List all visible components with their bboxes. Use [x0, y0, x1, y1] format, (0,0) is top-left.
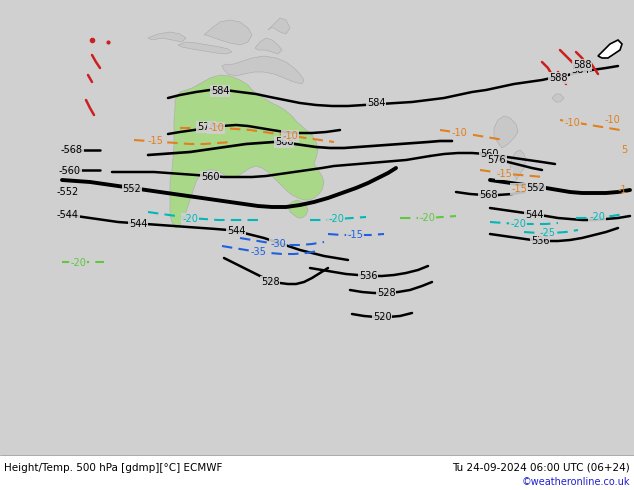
Text: 576: 576 [488, 155, 507, 165]
Text: -15: -15 [347, 230, 363, 240]
Text: -15: -15 [511, 184, 527, 194]
Text: -20: -20 [182, 214, 198, 224]
Text: Height/Temp. 500 hPa [gdmp][°C] ECMWF: Height/Temp. 500 hPa [gdmp][°C] ECMWF [4, 463, 223, 473]
Text: -30: -30 [270, 239, 286, 249]
Polygon shape [510, 150, 526, 180]
Text: -552: -552 [57, 187, 79, 197]
Text: 520: 520 [373, 312, 391, 322]
Polygon shape [222, 56, 304, 84]
Text: 552: 552 [527, 183, 545, 193]
Text: 578: 578 [197, 122, 216, 132]
Polygon shape [204, 20, 252, 45]
Text: 588: 588 [549, 73, 567, 83]
Text: ©weatheronline.co.uk: ©weatheronline.co.uk [522, 477, 630, 487]
Text: -10: -10 [208, 123, 224, 133]
Text: 544: 544 [525, 210, 543, 220]
Bar [0, 455, 634, 490]
Text: 5: 5 [621, 145, 627, 155]
Text: -10: -10 [604, 115, 620, 125]
Text: 568: 568 [479, 190, 497, 200]
Polygon shape [178, 42, 232, 54]
Text: -35: -35 [250, 247, 266, 257]
Polygon shape [170, 75, 324, 228]
Text: Tu 24-09-2024 06:00 UTC (06+24): Tu 24-09-2024 06:00 UTC (06+24) [452, 463, 630, 473]
Polygon shape [598, 40, 622, 58]
Text: -568: -568 [61, 145, 83, 155]
Text: -10: -10 [282, 131, 298, 141]
Text: 552: 552 [122, 184, 141, 194]
Text: 536: 536 [359, 271, 377, 281]
Text: 536: 536 [531, 236, 549, 246]
Text: -25: -25 [540, 228, 556, 238]
Text: 588: 588 [573, 60, 592, 70]
Text: 560: 560 [201, 172, 219, 182]
Text: -20: -20 [589, 212, 605, 222]
Text: -560: -560 [59, 166, 81, 176]
Polygon shape [268, 18, 290, 34]
Text: -10: -10 [564, 118, 580, 128]
Text: -20: -20 [70, 258, 86, 268]
Text: 544: 544 [227, 226, 245, 236]
Text: -20: -20 [328, 214, 344, 224]
Text: 528: 528 [377, 288, 396, 298]
Text: -20: -20 [419, 213, 435, 223]
Text: 584: 584 [210, 86, 230, 96]
Text: 528: 528 [261, 277, 280, 287]
Text: 560: 560 [480, 149, 498, 159]
Polygon shape [494, 116, 518, 148]
Text: -15: -15 [147, 136, 163, 146]
Polygon shape [148, 32, 186, 42]
Text: -15: -15 [496, 169, 512, 179]
Text: -10: -10 [451, 128, 467, 138]
Text: -544: -544 [57, 210, 79, 220]
Polygon shape [552, 94, 564, 102]
Text: 584: 584 [571, 65, 589, 75]
Text: 584: 584 [366, 98, 385, 108]
Text: -1: -1 [618, 185, 627, 195]
Polygon shape [288, 200, 308, 218]
Polygon shape [255, 38, 282, 54]
Text: -20: -20 [510, 219, 526, 229]
Text: 568: 568 [275, 137, 294, 147]
Text: 544: 544 [129, 219, 147, 229]
